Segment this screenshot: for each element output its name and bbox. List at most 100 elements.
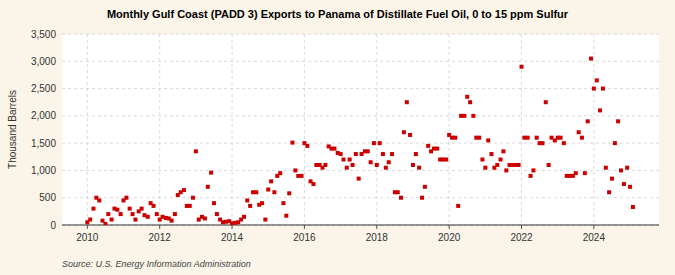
data-point bbox=[182, 188, 186, 192]
data-point bbox=[414, 152, 418, 156]
data-point bbox=[293, 168, 297, 172]
data-point bbox=[426, 144, 430, 148]
data-point bbox=[351, 163, 355, 167]
data-point bbox=[103, 222, 107, 225]
data-point bbox=[547, 163, 551, 167]
data-point bbox=[354, 152, 358, 156]
x-tick-label: 2016 bbox=[293, 232, 316, 243]
data-point bbox=[278, 171, 282, 175]
data-point bbox=[269, 179, 273, 183]
data-point bbox=[529, 174, 533, 178]
y-grid-line bbox=[62, 34, 659, 35]
x-grid-line bbox=[521, 34, 522, 225]
data-point bbox=[420, 196, 424, 200]
data-point bbox=[574, 171, 578, 175]
data-point bbox=[266, 188, 270, 192]
x-grid-line bbox=[87, 34, 88, 225]
y-grid-line bbox=[62, 88, 659, 89]
data-point bbox=[520, 65, 524, 69]
data-point bbox=[215, 212, 219, 216]
x-tick bbox=[87, 225, 88, 229]
y-axis-label: Thousand Barrels bbox=[7, 90, 18, 169]
data-point bbox=[501, 149, 505, 153]
data-point bbox=[456, 204, 460, 208]
chart: 05001,0001,5002,0002,5003,0003,500201020… bbox=[0, 0, 675, 275]
data-point bbox=[206, 185, 210, 189]
data-point bbox=[332, 147, 336, 151]
data-point bbox=[263, 218, 267, 222]
x-tick-label: 2024 bbox=[583, 232, 606, 243]
x-tick-label: 2022 bbox=[510, 232, 533, 243]
y-grid-line bbox=[62, 143, 659, 144]
data-point bbox=[622, 182, 626, 186]
y-tick-label: 1,000 bbox=[31, 165, 56, 176]
data-point bbox=[260, 201, 264, 205]
data-point bbox=[203, 216, 207, 220]
x-grid-line bbox=[593, 34, 594, 225]
data-point bbox=[625, 166, 629, 170]
data-point bbox=[396, 190, 400, 194]
y-tick-label: 2,000 bbox=[31, 110, 56, 121]
data-point bbox=[173, 212, 177, 216]
data-point bbox=[290, 141, 294, 145]
data-point bbox=[399, 196, 403, 200]
x-tick bbox=[376, 225, 377, 229]
y-grid-line bbox=[62, 170, 659, 171]
data-point bbox=[242, 215, 246, 219]
data-point bbox=[535, 136, 539, 140]
data-point bbox=[91, 207, 95, 211]
data-point bbox=[592, 87, 596, 91]
data-point bbox=[586, 119, 590, 123]
y-tick-label: 1,500 bbox=[31, 138, 56, 149]
data-point bbox=[131, 212, 135, 216]
data-point bbox=[601, 87, 605, 91]
x-tick-label: 2012 bbox=[149, 232, 172, 243]
data-point bbox=[140, 207, 144, 211]
data-point bbox=[562, 141, 566, 145]
data-point bbox=[384, 166, 388, 170]
data-point bbox=[628, 185, 632, 189]
x-grid-line bbox=[232, 34, 233, 225]
data-point bbox=[188, 204, 192, 208]
y-grid-line bbox=[62, 61, 659, 62]
y-tick-label: 3,000 bbox=[31, 56, 56, 67]
data-point bbox=[357, 177, 361, 181]
data-point bbox=[595, 78, 599, 82]
data-point bbox=[517, 163, 521, 167]
chart-container: 05001,0001,5002,0002,5003,0003,500201020… bbox=[0, 0, 675, 275]
data-point bbox=[97, 198, 101, 202]
data-point bbox=[146, 215, 150, 219]
data-point bbox=[465, 95, 469, 99]
data-point bbox=[155, 212, 159, 216]
data-point bbox=[300, 174, 304, 178]
data-point bbox=[444, 158, 448, 162]
data-point bbox=[348, 158, 352, 162]
data-point bbox=[378, 141, 382, 145]
data-point bbox=[287, 191, 291, 195]
data-point bbox=[387, 160, 391, 164]
data-point bbox=[613, 141, 617, 145]
data-point bbox=[477, 136, 481, 140]
data-point bbox=[245, 198, 249, 202]
data-point bbox=[281, 201, 285, 205]
data-point bbox=[110, 218, 114, 222]
plot-background bbox=[62, 34, 659, 225]
title: Monthly Gulf Coast (PADD 3) Exports to P… bbox=[107, 8, 569, 20]
data-point bbox=[254, 190, 258, 194]
data-point bbox=[631, 205, 635, 209]
data-point bbox=[577, 130, 581, 134]
data-point bbox=[194, 149, 198, 153]
data-point bbox=[191, 196, 195, 200]
data-point bbox=[598, 108, 602, 112]
data-point bbox=[345, 166, 349, 170]
data-point bbox=[616, 119, 620, 123]
y-tick-label: 2,500 bbox=[31, 83, 56, 94]
data-point bbox=[607, 190, 611, 194]
data-point bbox=[559, 136, 563, 140]
data-point bbox=[375, 163, 379, 167]
data-point bbox=[589, 57, 593, 61]
data-point bbox=[115, 208, 119, 212]
data-point bbox=[408, 133, 412, 137]
data-point bbox=[583, 171, 587, 175]
data-point bbox=[453, 136, 457, 140]
